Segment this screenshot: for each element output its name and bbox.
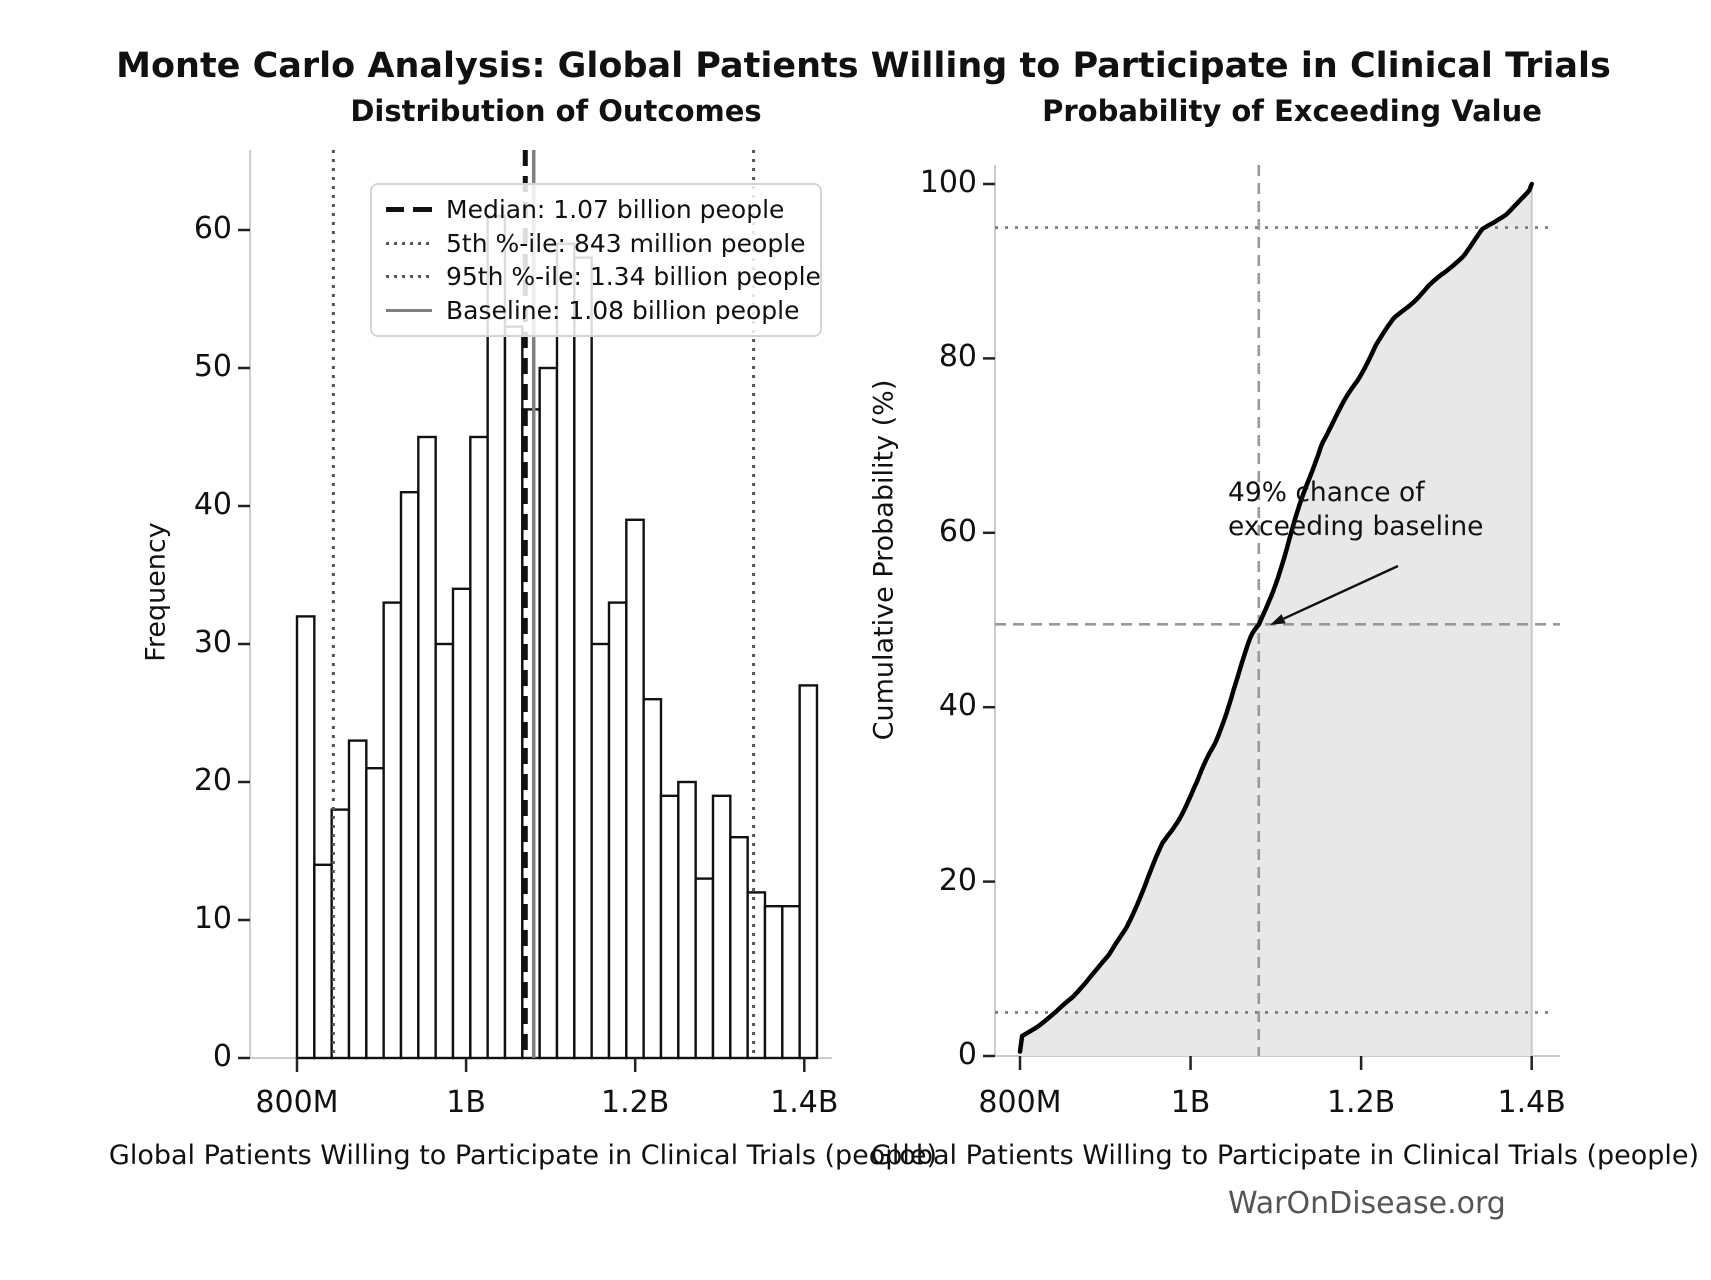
y-tick-label: 20 [193,763,232,798]
histogram-xlabel: Global Patients Willing to Participate i… [108,1140,938,1171]
annotation-line: 49% chance of [1228,477,1425,508]
histogram-legend: Median: 1.07 billion people 5th %-ile: 8… [370,183,822,337]
watermark: WarOnDisease.org [1228,1186,1506,1221]
x-tick-label: 800M [255,1085,339,1120]
x-tick-label: 1.4B [770,1085,839,1120]
legend-item-5th-percentile: 5th %-ile: 843 million people [386,229,806,258]
x-tick-label: 800M [978,1085,1062,1120]
legend-item-median: Median: 1.07 billion people [386,195,806,224]
y-tick-label: 0 [212,1039,232,1074]
x-tick-label: 1.4B [1497,1085,1566,1120]
y-tick-label: 40 [938,688,977,724]
annotation-line: exceeding baseline [1228,511,1484,542]
y-tick-label: 100 [919,165,977,200]
y-tick-label: 60 [938,513,977,549]
y-tick-label: 40 [193,487,232,522]
y-tick-label: 20 [938,862,977,898]
dotted-line-sample [386,241,432,245]
median-line-sample [386,207,432,213]
baseline-line-sample [386,308,432,312]
dotted-line-sample [386,275,432,279]
cdf-title: Probability of Exceeding Value [1042,94,1542,128]
cdf-xlabel: Global Patients Willing to Participate i… [870,1140,1700,1171]
y-tick-label: 30 [193,625,232,660]
y-tick-label: 10 [193,901,232,936]
y-tick-label: 60 [193,211,232,246]
x-tick-label: 1.2B [601,1085,670,1120]
legend-label: 5th %-ile: 843 million people [446,228,806,258]
histogram-title: Distribution of Outcomes [350,94,762,128]
y-tick-label: 0 [957,1037,977,1072]
legend-label: 95th %-ile: 1.34 billion people [446,262,821,292]
x-tick-label: 1.2B [1326,1085,1396,1120]
x-tick-label: 1B [446,1085,486,1120]
legend-item-95th-percentile: 95th %-ile: 1.34 billion people [386,262,821,291]
legend-label: Median: 1.07 billion people [446,195,785,225]
y-tick-label: 80 [938,339,977,375]
cdf-annotation: 49% chance of exceeding baseline [1228,476,1483,544]
figure-title: Monte Carlo Analysis: Global Patients Wi… [116,46,1611,86]
x-tick-label: 1B [1170,1085,1211,1120]
legend-label: Baseline: 1.08 billion people [446,295,800,325]
legend-item-baseline: Baseline: 1.08 billion people [386,296,806,325]
y-tick-label: 50 [193,349,232,384]
